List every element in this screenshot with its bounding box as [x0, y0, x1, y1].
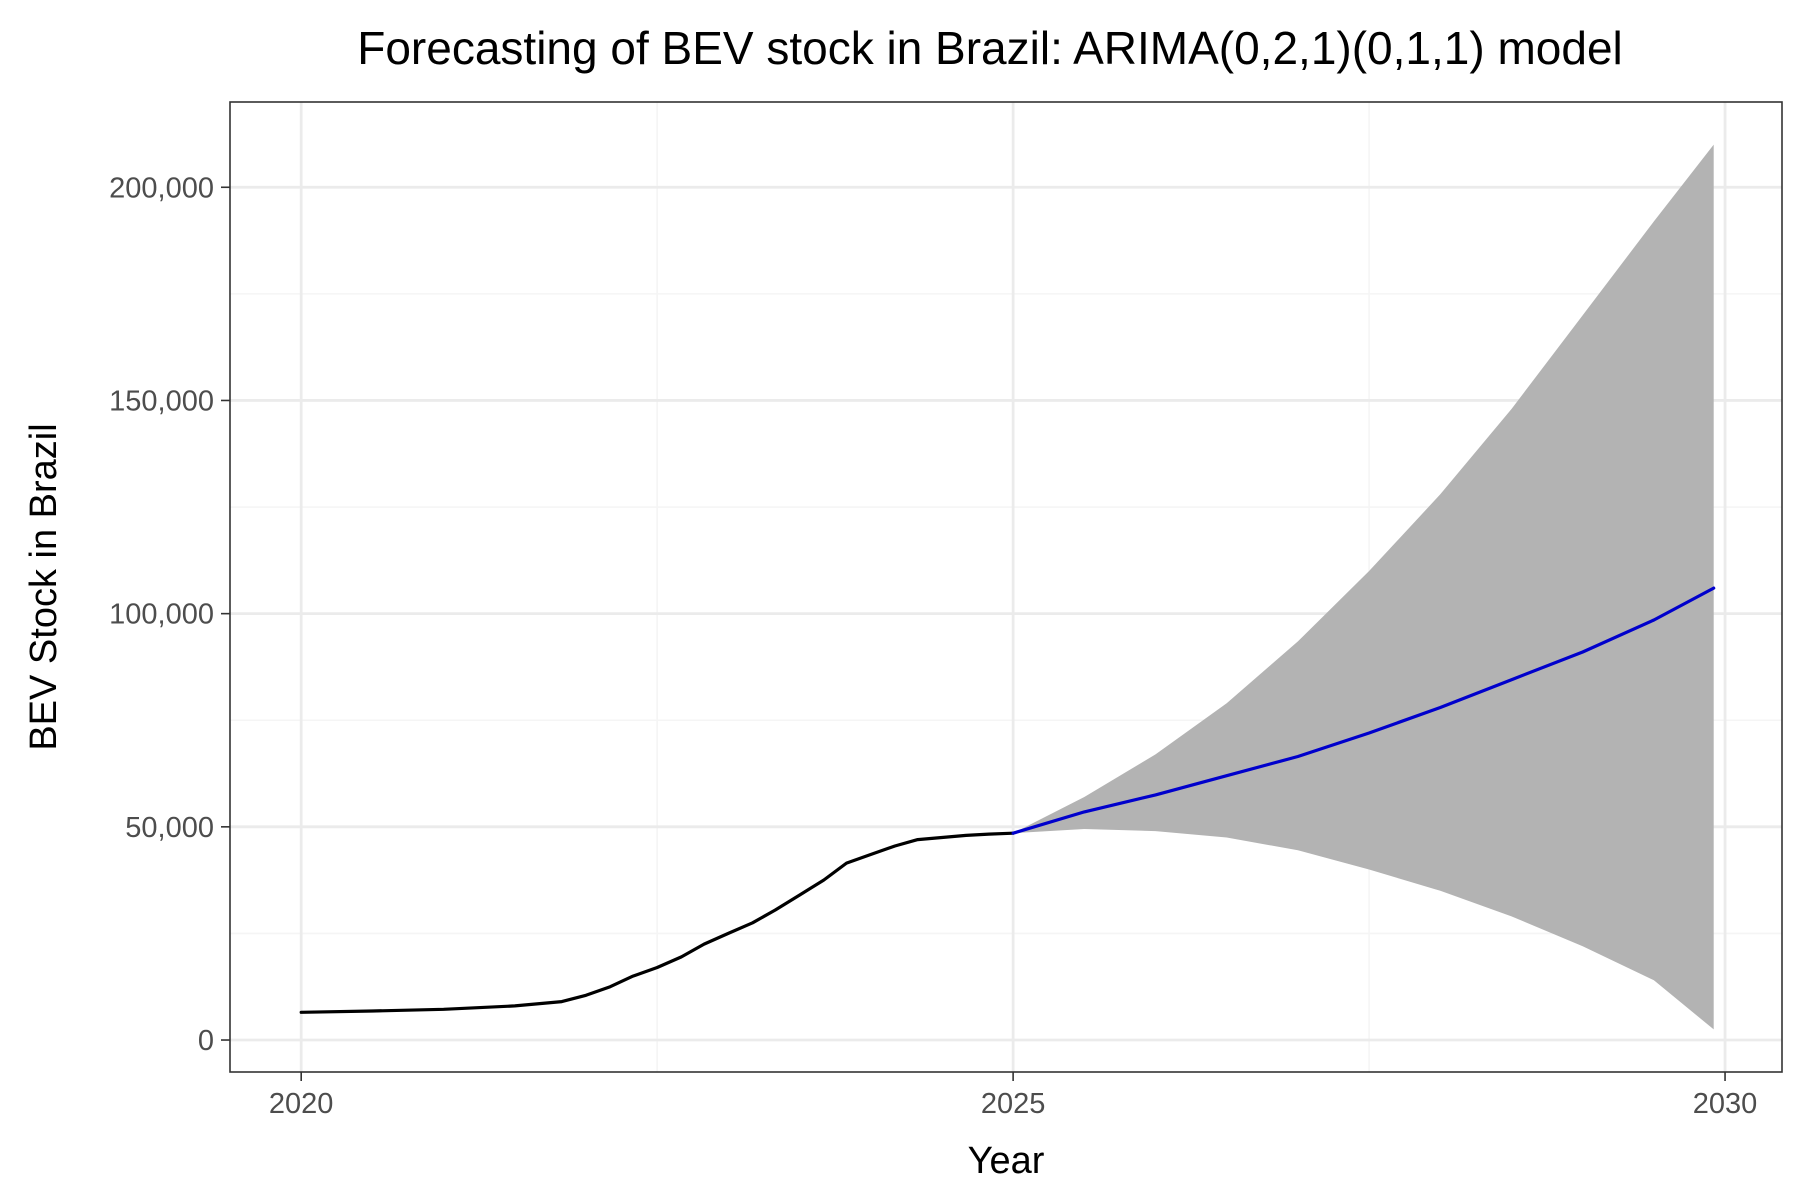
x-axis-title: Year — [968, 1140, 1045, 1182]
y-tick-label: 0 — [198, 1025, 214, 1057]
plot-panel — [229, 101, 1783, 1073]
forecast-series-line — [1011, 586, 1716, 835]
y-tick-label: 150,000 — [109, 385, 214, 417]
forecast-interval-band — [1013, 144, 1714, 1030]
panel-border — [229, 101, 1783, 1073]
y-tick-label: 200,000 — [109, 172, 214, 204]
y-tick-label: 100,000 — [109, 599, 214, 631]
y-axis-title: BEV Stock in Brazil — [23, 423, 65, 750]
x-axis: 2020 2025 2030 — [269, 1072, 1757, 1120]
chart-title: Forecasting of BEV stock in Brazil: ARIM… — [357, 22, 1623, 74]
series-layer — [299, 586, 1716, 1014]
x-tick-label: 2025 — [981, 1088, 1046, 1120]
interval-layer — [1013, 144, 1714, 1030]
y-axis: 0 50,000 100,000 150,000 200,000 — [109, 172, 230, 1057]
x-tick-label: 2020 — [269, 1088, 334, 1120]
observed-series-line — [299, 831, 1015, 1014]
y-tick-label: 50,000 — [125, 812, 214, 844]
x-tick-label: 2030 — [1693, 1088, 1758, 1120]
